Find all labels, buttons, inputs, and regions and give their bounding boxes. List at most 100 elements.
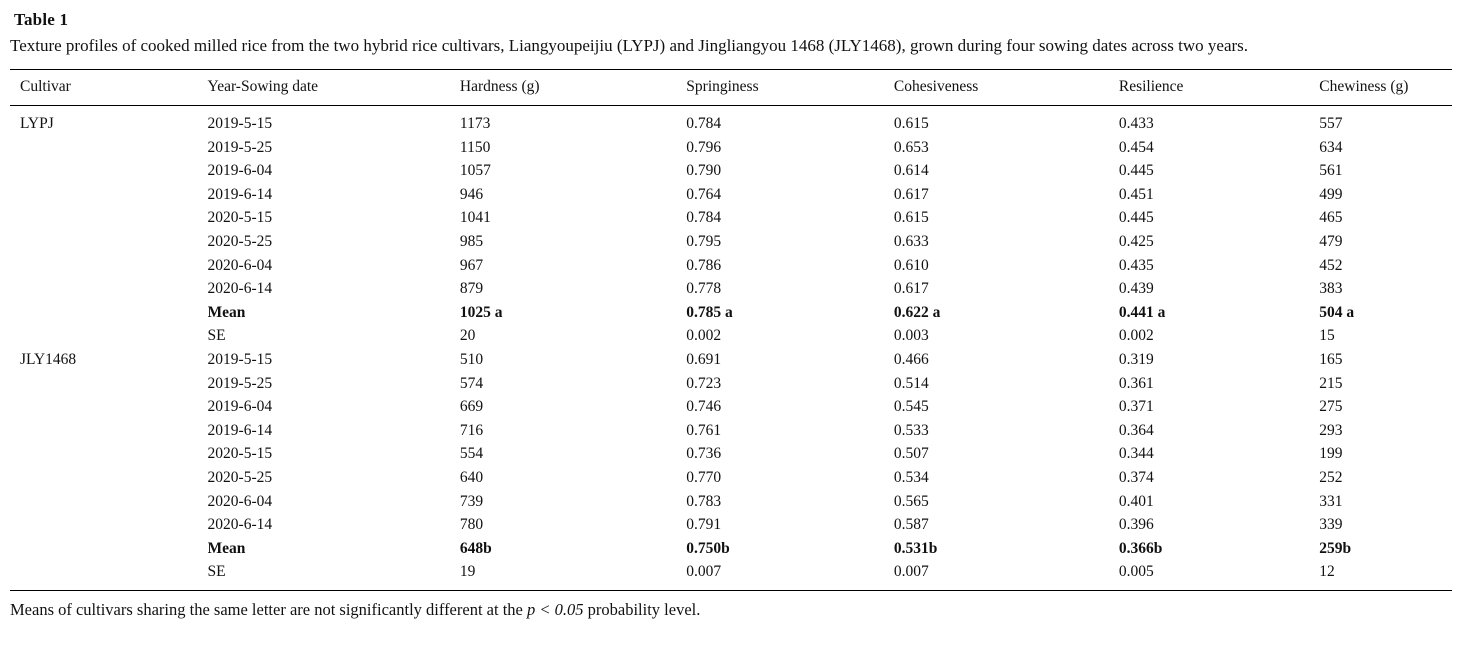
cell-cohesiveness: 0.615 [893,209,929,227]
cell-springiness: 0.795 [686,232,722,250]
cell-resilience: 0.439 [1118,280,1154,298]
cell-springiness: 0.764 [686,185,722,203]
cell-chewiness: 499 [1319,185,1343,203]
cell-cultivar [10,159,208,183]
table-row: LYPJ 2019-5-15 1173 0.784 0.615 0.433 55… [10,106,1452,136]
cell-resilience: 0.445 [1118,209,1154,227]
cell-springiness: 0.002 [686,327,722,345]
table-row: 2020-5-25 640 0.770 0.534 0.374 252 [10,466,1452,490]
data-table: Cultivar Year-Sowing date Hardness (g) S… [10,69,1452,591]
footnote-text-end: probability level. [583,599,701,619]
cell-chewiness: 339 [1319,516,1343,534]
cell-cohesiveness: 0.003 [893,327,929,345]
table-row: 2020-6-14 780 0.791 0.587 0.396 339 [10,513,1452,537]
cell-year-sowing: Mean [207,303,246,321]
cell-hardness: 716 [459,421,484,439]
cell-year-sowing: Mean [207,539,246,557]
table-title: Table 1 [14,10,69,29]
cell-year-sowing: 2020-6-04 [207,492,273,510]
cell-cohesiveness: 0.545 [893,398,929,416]
cell-chewiness: 259b [1319,539,1352,557]
cell-year-sowing: 2019-6-14 [207,421,273,439]
cell-chewiness: 561 [1319,162,1343,180]
cell-year-sowing: 2019-5-15 [207,350,273,368]
cell-cohesiveness: 0.614 [893,162,929,180]
cell-chewiness: 15 [1319,327,1335,345]
cell-year-sowing: 2019-6-04 [207,398,273,416]
cell-cohesiveness: 0.565 [893,492,929,510]
cell-resilience: 0.454 [1118,138,1154,156]
table-row: Mean 648b 0.750b 0.531b 0.366b 259b [10,537,1452,561]
cell-hardness: 739 [459,492,484,510]
col-header-resilience: Resilience [1118,69,1320,106]
cell-springiness: 0.784 [686,209,722,227]
cell-year-sowing: 2019-6-04 [207,162,273,180]
cell-year-sowing: 2019-5-25 [207,138,273,156]
cell-chewiness: 557 [1319,115,1343,132]
cell-resilience: 0.433 [1118,115,1154,132]
col-header-year-sowing: Year-Sowing date [207,69,460,106]
cell-cohesiveness: 0.617 [893,185,929,203]
cell-resilience: 0.451 [1118,185,1154,203]
cell-cultivar [10,254,208,278]
table-row: 2019-6-04 1057 0.790 0.614 0.445 561 [10,159,1452,183]
table-row: 2020-5-15 1041 0.784 0.615 0.445 465 [10,206,1452,230]
cell-springiness: 0.750b [686,539,730,557]
cell-springiness: 0.723 [686,374,722,392]
cell-year-sowing: 2019-5-25 [207,374,273,392]
cell-cultivar [10,442,208,466]
cell-hardness: 946 [459,185,484,203]
cell-cohesiveness: 0.622 a [893,303,941,321]
table-row: SE 20 0.002 0.003 0.002 15 [10,324,1452,348]
cell-chewiness: 504 a [1319,303,1355,321]
cell-resilience: 0.344 [1118,445,1154,463]
cell-chewiness: 293 [1319,421,1343,439]
cell-hardness: 20 [459,327,476,345]
cell-hardness: 879 [459,280,484,298]
cell-resilience: 0.366b [1118,539,1163,557]
cell-chewiness: 383 [1319,280,1343,298]
table-row: 2020-5-15 554 0.736 0.507 0.344 199 [10,442,1452,466]
cell-resilience: 0.401 [1118,492,1154,510]
cell-cohesiveness: 0.615 [893,115,929,132]
table-row: 2020-5-25 985 0.795 0.633 0.425 479 [10,230,1452,254]
cell-resilience: 0.445 [1118,162,1154,180]
cell-chewiness: 452 [1319,256,1343,274]
cell-year-sowing: 2020-5-25 [207,468,273,486]
cell-cultivar [10,560,208,590]
cell-springiness: 0.007 [686,563,722,581]
cell-year-sowing: 2020-5-25 [207,232,273,250]
cell-resilience: 0.435 [1118,256,1154,274]
cell-hardness: 1150 [459,138,491,156]
cell-cultivar [10,419,208,443]
cell-chewiness: 634 [1319,138,1343,156]
cell-chewiness: 465 [1319,209,1343,227]
cell-cohesiveness: 0.610 [893,256,929,274]
cell-cohesiveness: 0.534 [893,468,929,486]
footnote-pvalue: p < 0.05 [526,599,584,619]
cell-springiness: 0.791 [686,516,722,534]
cell-cohesiveness: 0.466 [893,350,929,368]
table-row: 2020-6-14 879 0.778 0.617 0.439 383 [10,277,1452,301]
cell-year-sowing: 2020-5-15 [207,445,273,463]
cell-year-sowing: 2020-6-14 [207,516,273,534]
cell-resilience: 0.002 [1118,327,1154,345]
cell-hardness: 1025 a [459,303,503,321]
table-row: 2019-5-25 1150 0.796 0.653 0.454 634 [10,136,1452,160]
table-row: 2019-6-14 716 0.761 0.533 0.364 293 [10,419,1452,443]
cell-springiness: 0.790 [686,162,722,180]
cell-cultivar [10,183,208,207]
cell-chewiness: 331 [1319,492,1343,510]
cell-cultivar [10,466,208,490]
cell-year-sowing: SE [207,563,226,581]
cell-hardness: 640 [459,468,484,486]
cell-resilience: 0.396 [1118,516,1154,534]
cell-year-sowing: 2020-6-04 [207,256,273,274]
cell-chewiness: 199 [1319,445,1343,463]
cell-cohesiveness: 0.587 [893,516,929,534]
cell-chewiness: 165 [1319,350,1343,368]
cell-cultivar [10,490,208,514]
cell-springiness: 0.786 [686,256,722,274]
cell-cultivar [10,324,208,348]
